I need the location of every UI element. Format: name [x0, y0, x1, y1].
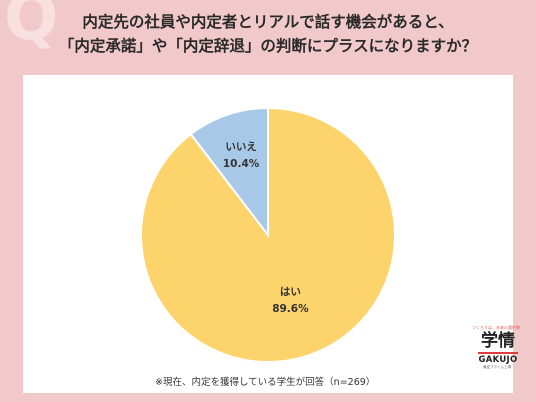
slice-label-yes-name: はい: [279, 286, 301, 299]
q-decoration: Q: [4, 0, 59, 55]
title-line-1: 内定先の社員や内定者とリアルで話す機会があると、: [82, 13, 454, 31]
slice-label-yes-value: 89.6%: [272, 303, 309, 316]
slice-label-yes: はい 89.6%: [260, 284, 320, 318]
logo-tagline: つくろうは、未来の選択肢: [472, 325, 520, 330]
title-line-2: 「内定承諾」や「内定辞退」の判断にプラスになりますか？: [58, 37, 478, 55]
slice-label-no-value: 10.4%: [222, 157, 260, 170]
pie-slice-no: [189, 106, 269, 238]
footnote: ※現在、内定を獲得している学生が回答（n=269）: [155, 377, 376, 388]
logo-wordmark: GAKUJO: [478, 355, 518, 365]
slice-label-no: いいえ 10.4%: [211, 139, 271, 173]
logo-bar: [478, 352, 518, 354]
logo-kanji: 学情: [481, 331, 515, 351]
chart-title: 内定先の社員や内定者とリアルで話す機会があると、 「内定承諾」や「内定辞退」の判…: [0, 10, 536, 58]
pie-chart: [140, 106, 396, 363]
slice-label-no-name: いいえ: [225, 140, 257, 153]
chart-panel: はい 89.6% いいえ 10.4% ※現在、内定を獲得している学生が回答（n=…: [23, 75, 520, 393]
gakujo-logo: つくろうは、未来の選択肢 学情 GAKUJO 東証プライム上場: [472, 325, 521, 389]
logo-subtext: 東証プライム上場: [483, 365, 511, 369]
